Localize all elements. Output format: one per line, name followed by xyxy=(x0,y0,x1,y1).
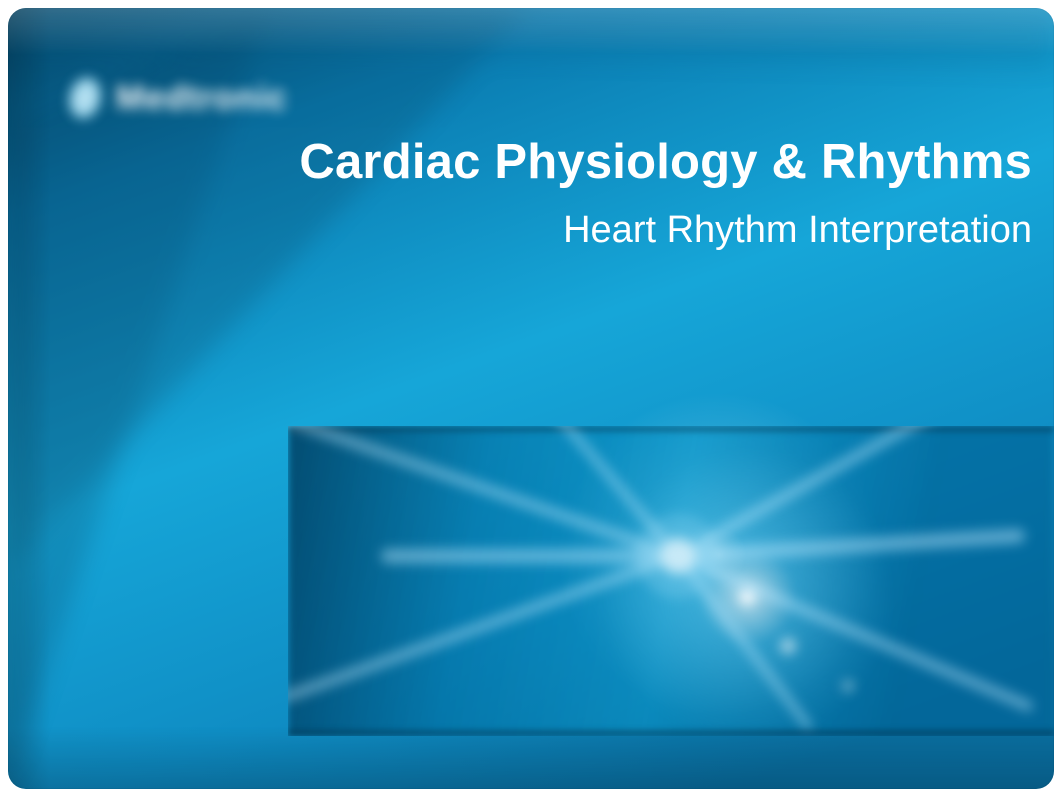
title-block: Cardiac Physiology & Rhythms Heart Rhyth… xyxy=(299,136,1032,253)
slide-subtitle: Heart Rhythm Interpretation xyxy=(299,208,1032,254)
logo: Medtronic xyxy=(68,68,368,128)
logo-mark-icon xyxy=(66,76,105,120)
slide-title: Cardiac Physiology & Rhythms xyxy=(299,136,1032,190)
image-band xyxy=(288,426,1054,736)
logo-text: Medtronic xyxy=(116,79,287,118)
flare-rays-icon xyxy=(288,426,1054,736)
slide: Medtronic Cardiac Physiology & Rhythms H… xyxy=(8,8,1054,789)
band-border-bottom xyxy=(288,730,1054,736)
